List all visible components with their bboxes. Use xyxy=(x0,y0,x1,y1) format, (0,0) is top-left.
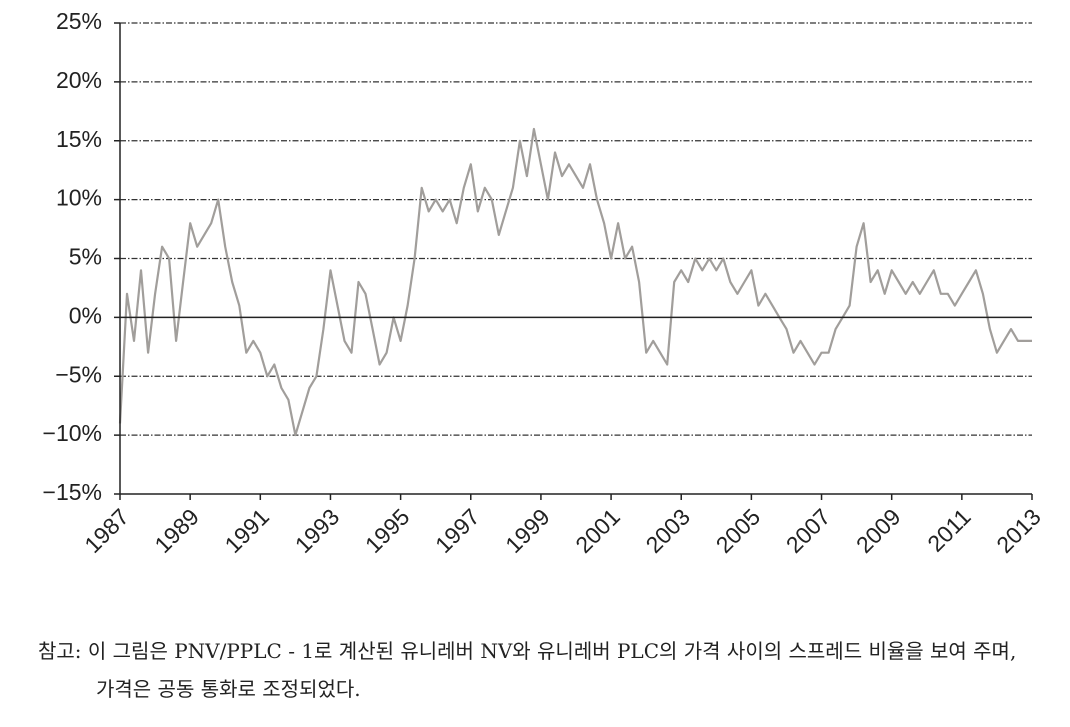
x-tick-label: 2013 xyxy=(991,503,1046,558)
x-tick-label: 2007 xyxy=(781,503,836,558)
y-tick-label: 5% xyxy=(69,244,102,270)
note: 참고: 이 그림은 PNV/PPLC - 1로 계산된 유니레버 NV와 유니레… xyxy=(38,639,1017,701)
x-tick-label: 1987 xyxy=(79,503,134,558)
x-tick-label: 1991 xyxy=(220,503,275,558)
chart: −15% −10% −5% 0% 5% 10% 15% 20% 25% 1987 1989 1991 1… xyxy=(43,8,1046,558)
y-tick-label: 0% xyxy=(69,302,102,328)
x-tick-label: 1989 xyxy=(149,503,204,558)
x-tick-label: 1995 xyxy=(360,503,415,558)
x-tick-label: 2005 xyxy=(711,503,766,558)
y-tick-label: 25% xyxy=(56,8,102,34)
x-tick-label: 2003 xyxy=(640,503,695,558)
x-tick-label: 2011 xyxy=(922,503,975,556)
y-tick-label: −5% xyxy=(55,361,102,387)
x-tick-label: 1999 xyxy=(500,503,555,558)
x-tick-label: 1993 xyxy=(290,503,345,558)
data-line xyxy=(118,127,1032,437)
y-tick-label: 10% xyxy=(56,185,102,211)
y-tick-label: −10% xyxy=(43,420,102,446)
x-tick-label: 1997 xyxy=(430,503,485,558)
y-tick-label: 15% xyxy=(56,126,102,152)
y-tick-label: 20% xyxy=(56,67,102,93)
y-tick-label: −15% xyxy=(43,479,102,505)
x-tick-label: 2009 xyxy=(851,503,906,558)
x-tick-label: 2001 xyxy=(570,503,625,558)
